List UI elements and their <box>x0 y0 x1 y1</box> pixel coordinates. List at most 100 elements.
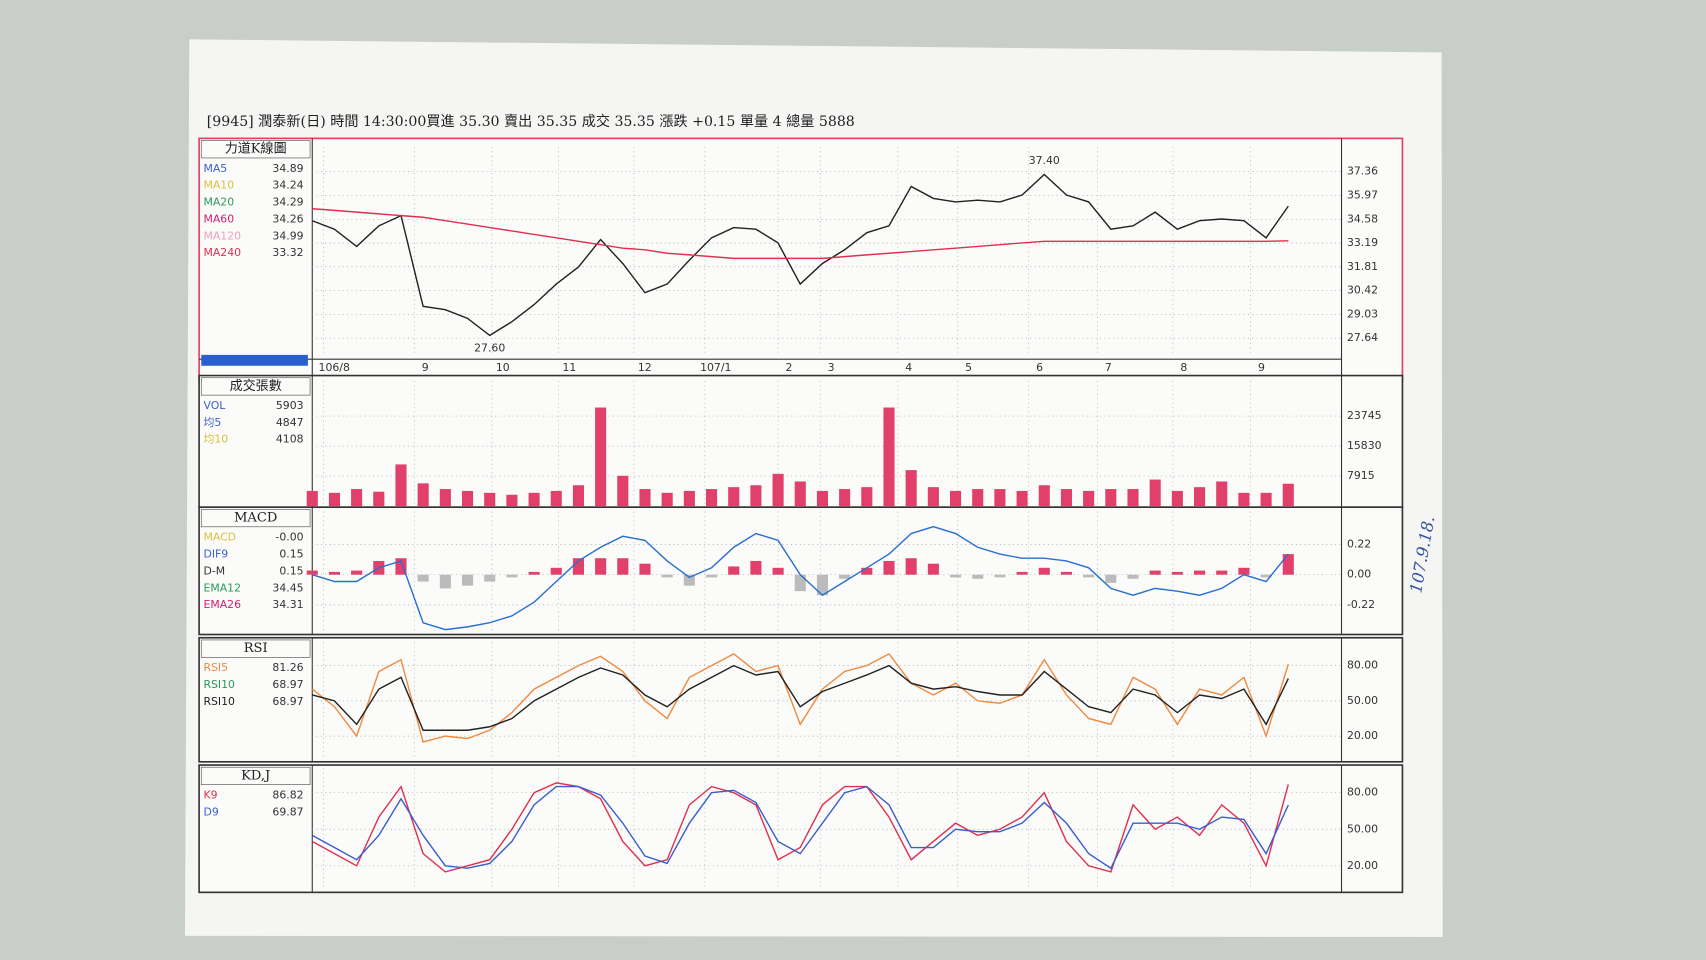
bar <box>1060 571 1073 575</box>
bar <box>306 570 318 575</box>
series-line <box>311 652 1289 743</box>
bar <box>1171 490 1183 507</box>
y-tick-label: 34.58 <box>1347 212 1378 225</box>
legend-name: MA5 <box>203 162 227 175</box>
bar <box>705 489 718 507</box>
bar <box>927 487 939 507</box>
y-tick-label: 31.81 <box>1347 260 1378 273</box>
legend-name: EMA12 <box>203 581 241 594</box>
x-tick-label: 9 <box>422 361 429 374</box>
bar <box>328 492 340 507</box>
bar <box>816 490 828 507</box>
bar <box>816 574 828 596</box>
bar <box>994 574 1006 578</box>
bar <box>750 485 762 507</box>
bar <box>705 574 718 578</box>
legend-value: 4847 <box>276 416 304 429</box>
bar <box>728 487 740 507</box>
bar <box>351 570 363 575</box>
panel-frame <box>198 137 1404 382</box>
y-tick-label: 23745 <box>1347 409 1382 422</box>
legend-name: 均5 <box>203 416 221 429</box>
bar <box>861 487 873 507</box>
legend-value: 34.24 <box>272 179 303 192</box>
bar <box>639 563 651 575</box>
y-tick-label: 29.03 <box>1347 307 1378 320</box>
legend-name: VOL <box>203 399 225 412</box>
series-line <box>312 173 1289 337</box>
bar <box>1083 574 1095 578</box>
y-tick-label: -0.22 <box>1347 598 1375 611</box>
legend-name: MA10 <box>203 179 234 192</box>
bar <box>1216 481 1228 507</box>
legend-name: MA120 <box>203 229 241 242</box>
bar <box>994 489 1006 507</box>
y-tick-label: 0.22 <box>1347 537 1371 550</box>
legend-name: RSI5 <box>203 661 228 674</box>
bar <box>1171 571 1183 575</box>
bar <box>1149 479 1161 507</box>
y-tick-label: 20.00 <box>1347 729 1378 742</box>
bar <box>1038 485 1050 507</box>
bar <box>1127 574 1139 579</box>
bar <box>506 574 518 578</box>
bar <box>528 571 540 575</box>
bar <box>883 560 895 575</box>
y-tick-label: 50.00 <box>1347 694 1378 707</box>
panel-title: 力道K線圖 <box>225 141 287 157</box>
bar <box>750 560 762 575</box>
x-tick-label: 107/1 <box>700 361 731 374</box>
panel-title-box <box>200 140 311 159</box>
legend-value: -0.00 <box>275 531 303 544</box>
panel-title: RSI <box>244 641 268 656</box>
bar <box>772 567 784 575</box>
panel-title-box <box>200 377 311 396</box>
panel-frame <box>198 764 1404 894</box>
bar <box>1060 489 1073 507</box>
bar <box>572 558 584 575</box>
bar <box>417 483 429 507</box>
bar <box>861 567 873 575</box>
series-line <box>312 208 1289 260</box>
bar <box>1105 489 1117 507</box>
series-line <box>312 664 1289 731</box>
y-tick-label: 27.64 <box>1347 331 1378 344</box>
bar <box>972 489 984 507</box>
legend-name: 均10 <box>203 433 228 446</box>
legend-value: 34.31 <box>272 598 303 611</box>
legend-value: 5903 <box>276 399 304 412</box>
bar <box>661 492 673 507</box>
bar <box>1238 567 1250 575</box>
bar <box>794 481 806 507</box>
legend-value: 68.97 <box>272 678 303 691</box>
panel-title: KD,J <box>241 768 270 783</box>
legend-value: 0.15 <box>279 548 303 561</box>
legend-name: RSI10 <box>203 695 235 708</box>
bar <box>683 490 695 507</box>
legend-name: D-M <box>203 564 225 577</box>
bar <box>639 489 651 507</box>
bar <box>461 490 474 507</box>
bar <box>1260 574 1272 578</box>
y-tick-label: 30.42 <box>1347 284 1378 297</box>
x-tick-label: 7 <box>1105 361 1112 374</box>
legend-value: 33.32 <box>272 246 303 259</box>
bar <box>417 574 429 582</box>
bar <box>484 492 496 507</box>
legend-value: 0.15 <box>279 564 303 577</box>
bar <box>1238 492 1250 507</box>
y-tick-label: 50.00 <box>1347 822 1378 835</box>
bar <box>728 566 740 575</box>
legend-name: MA60 <box>203 212 234 225</box>
legend-value: 34.89 <box>272 162 303 175</box>
bar <box>461 574 474 586</box>
header-title: [9945] 潤泰新(日) 時間 14:30:00買進 35.30 賣出 35.… <box>207 113 855 130</box>
bar <box>905 470 917 507</box>
bar <box>905 558 917 575</box>
bar <box>839 489 851 507</box>
legend-value: 34.26 <box>272 212 303 225</box>
bar <box>661 574 673 578</box>
legend-value: 34.45 <box>272 581 303 594</box>
bar <box>1194 570 1206 575</box>
